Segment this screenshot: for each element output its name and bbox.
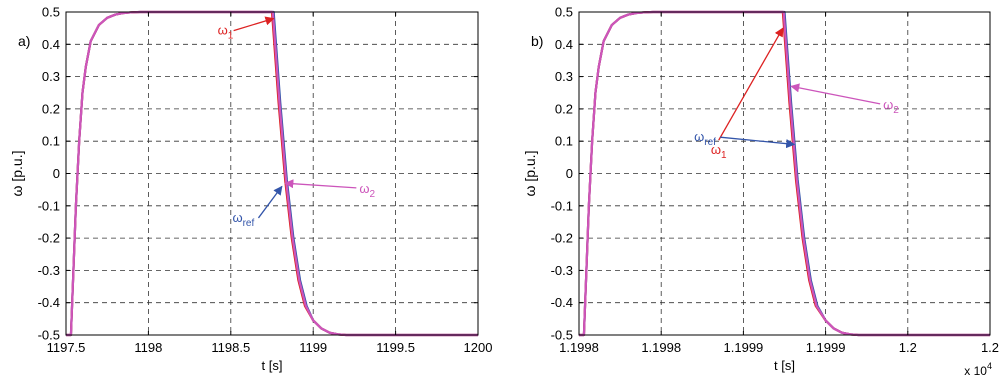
y-tick-label: -0.3 (38, 263, 60, 278)
annotation-omega-ref: ωref (232, 210, 254, 229)
y-tick-label: 0 (53, 166, 60, 181)
panel-label: a) (18, 33, 30, 49)
annotation-omega-2: ω2 (359, 181, 375, 200)
plot-area (579, 12, 990, 335)
y-tick-label: -0.1 (38, 198, 60, 213)
x-axis-label: t [s] (774, 358, 795, 373)
annotation-arrow-1 (718, 27, 784, 141)
y-tick-label: 0.5 (42, 5, 60, 20)
x-tick-label: 1.2 (899, 340, 917, 355)
x-tick-label: 1.1999 (724, 340, 764, 355)
y-tick-label: 0.5 (555, 5, 573, 20)
annotation-omega-1: ω1 (218, 23, 234, 42)
x-tick-label: 1200 (464, 340, 493, 355)
x-tick-label: 1198 (134, 340, 162, 355)
y-tick-label: 0.4 (42, 37, 60, 52)
y-tick-label: 0.4 (555, 37, 573, 52)
annotation-arrow-1 (233, 16, 275, 32)
y-tick-label: 0.2 (42, 101, 60, 116)
y-tick-label: -0.2 (38, 231, 60, 246)
annotation-arrow-2 (284, 179, 357, 189)
y-tick-label: -0.5 (38, 328, 60, 343)
panel-label: b) (531, 33, 543, 49)
annotation-arrow-ref (720, 136, 796, 149)
plot-area (66, 12, 478, 335)
panel-b: 1.1998 1.1998 1.1999 1.1999 1.2 1.2 -0.5 -0.4 -0… (522, 5, 999, 379)
y-tick-label: 0.1 (555, 134, 573, 149)
x-tick-label: 1198.5 (211, 340, 250, 355)
y-tick-label: 0.3 (555, 69, 573, 84)
panel-a: 1197.5 1198 1198.5 1199 1199.5 1200 -0.5 -0.4 -0… (9, 5, 492, 374)
x-tick-label: 1.2 (981, 340, 999, 355)
y-tick-label: 0.2 (555, 101, 573, 116)
y-tick-label: 0 (566, 166, 573, 181)
y-tick-label: -0.4 (551, 295, 573, 310)
annotation-arrow-ref (257, 185, 283, 219)
x-axis-exponent: x 104 (964, 361, 992, 378)
x-tick-label: 1.1998 (641, 340, 681, 355)
annotation-omega-2: ω2 (883, 97, 899, 116)
x-tick-label: 1197.5 (47, 340, 86, 355)
y-tick-label: -0.4 (38, 295, 60, 310)
x-tick-label: 1.1998 (559, 340, 599, 355)
x-tick-label: 1.1999 (806, 340, 846, 355)
y-tick-label: -0.5 (551, 328, 573, 343)
x-tick-label: 1199.5 (376, 340, 415, 355)
y-axis-label: ω [p.u.] (522, 151, 538, 197)
x-tick-label: 1199 (299, 340, 327, 355)
annotation-omega-1: ω1 (711, 142, 727, 161)
y-tick-label: -0.2 (551, 231, 573, 246)
y-tick-label: 0.3 (42, 69, 60, 84)
annotation-omega-ref: ωref (694, 129, 716, 148)
y-tick-label: -0.1 (551, 198, 573, 213)
x-axis-label: t [s] (262, 358, 283, 373)
y-tick-label: -0.3 (551, 263, 573, 278)
y-tick-label: 0.1 (42, 134, 60, 149)
y-axis-label: ω [p.u.] (9, 151, 25, 197)
annotation-arrow-2 (790, 83, 881, 105)
